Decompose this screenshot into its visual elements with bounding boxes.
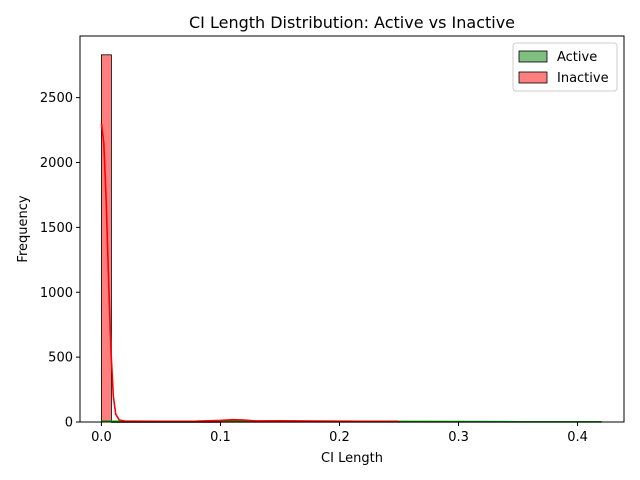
y-axis-label: Frequency	[16, 195, 31, 262]
y-tick-label: 2000	[40, 156, 73, 171]
x-tick-label: 0.0	[91, 430, 112, 445]
kde-line-inactive	[100, 123, 400, 423]
x-tick-label: 0.3	[448, 430, 469, 445]
x-axis-label: CI Length	[321, 451, 383, 466]
x-tick-label: 0.2	[329, 430, 350, 445]
chart-title: CI Length Distribution: Active vs Inacti…	[189, 13, 515, 32]
x-tick-label: 0.1	[210, 430, 231, 445]
legend-label-active: Active	[557, 50, 597, 65]
y-tick-label: 0	[65, 416, 73, 431]
legend: Active Inactive	[512, 42, 618, 92]
y-tick-label: 2500	[40, 91, 73, 106]
legend-swatch-inactive	[518, 71, 548, 84]
y-tick-label: 1000	[40, 286, 73, 301]
y-tick-label: 1500	[40, 221, 73, 236]
legend-label-inactive: Inactive	[557, 71, 609, 86]
y-tick-label: 500	[48, 351, 73, 366]
x-tick-label: 0.4	[567, 430, 588, 445]
legend-swatch-active	[518, 50, 548, 63]
histogram-bar-inactive	[101, 54, 112, 423]
plot-area	[79, 35, 625, 423]
